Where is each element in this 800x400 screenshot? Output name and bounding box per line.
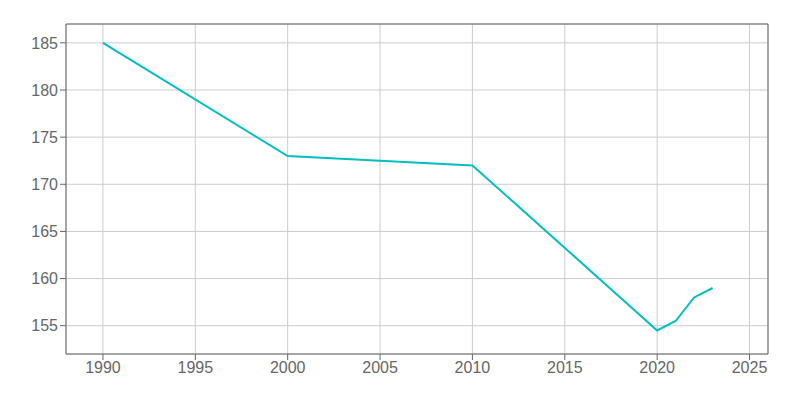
svg-text:170: 170 [31,176,58,193]
svg-text:2025: 2025 [732,359,768,376]
svg-text:2010: 2010 [455,359,491,376]
svg-text:1990: 1990 [85,359,121,376]
svg-text:2005: 2005 [362,359,398,376]
svg-text:1995: 1995 [178,359,214,376]
svg-text:160: 160 [31,270,58,287]
svg-text:180: 180 [31,82,58,99]
svg-text:155: 155 [31,317,58,334]
svg-text:165: 165 [31,223,58,240]
svg-text:2015: 2015 [547,359,583,376]
svg-text:2000: 2000 [270,359,306,376]
svg-text:2020: 2020 [639,359,675,376]
svg-text:175: 175 [31,129,58,146]
svg-text:185: 185 [31,35,58,52]
